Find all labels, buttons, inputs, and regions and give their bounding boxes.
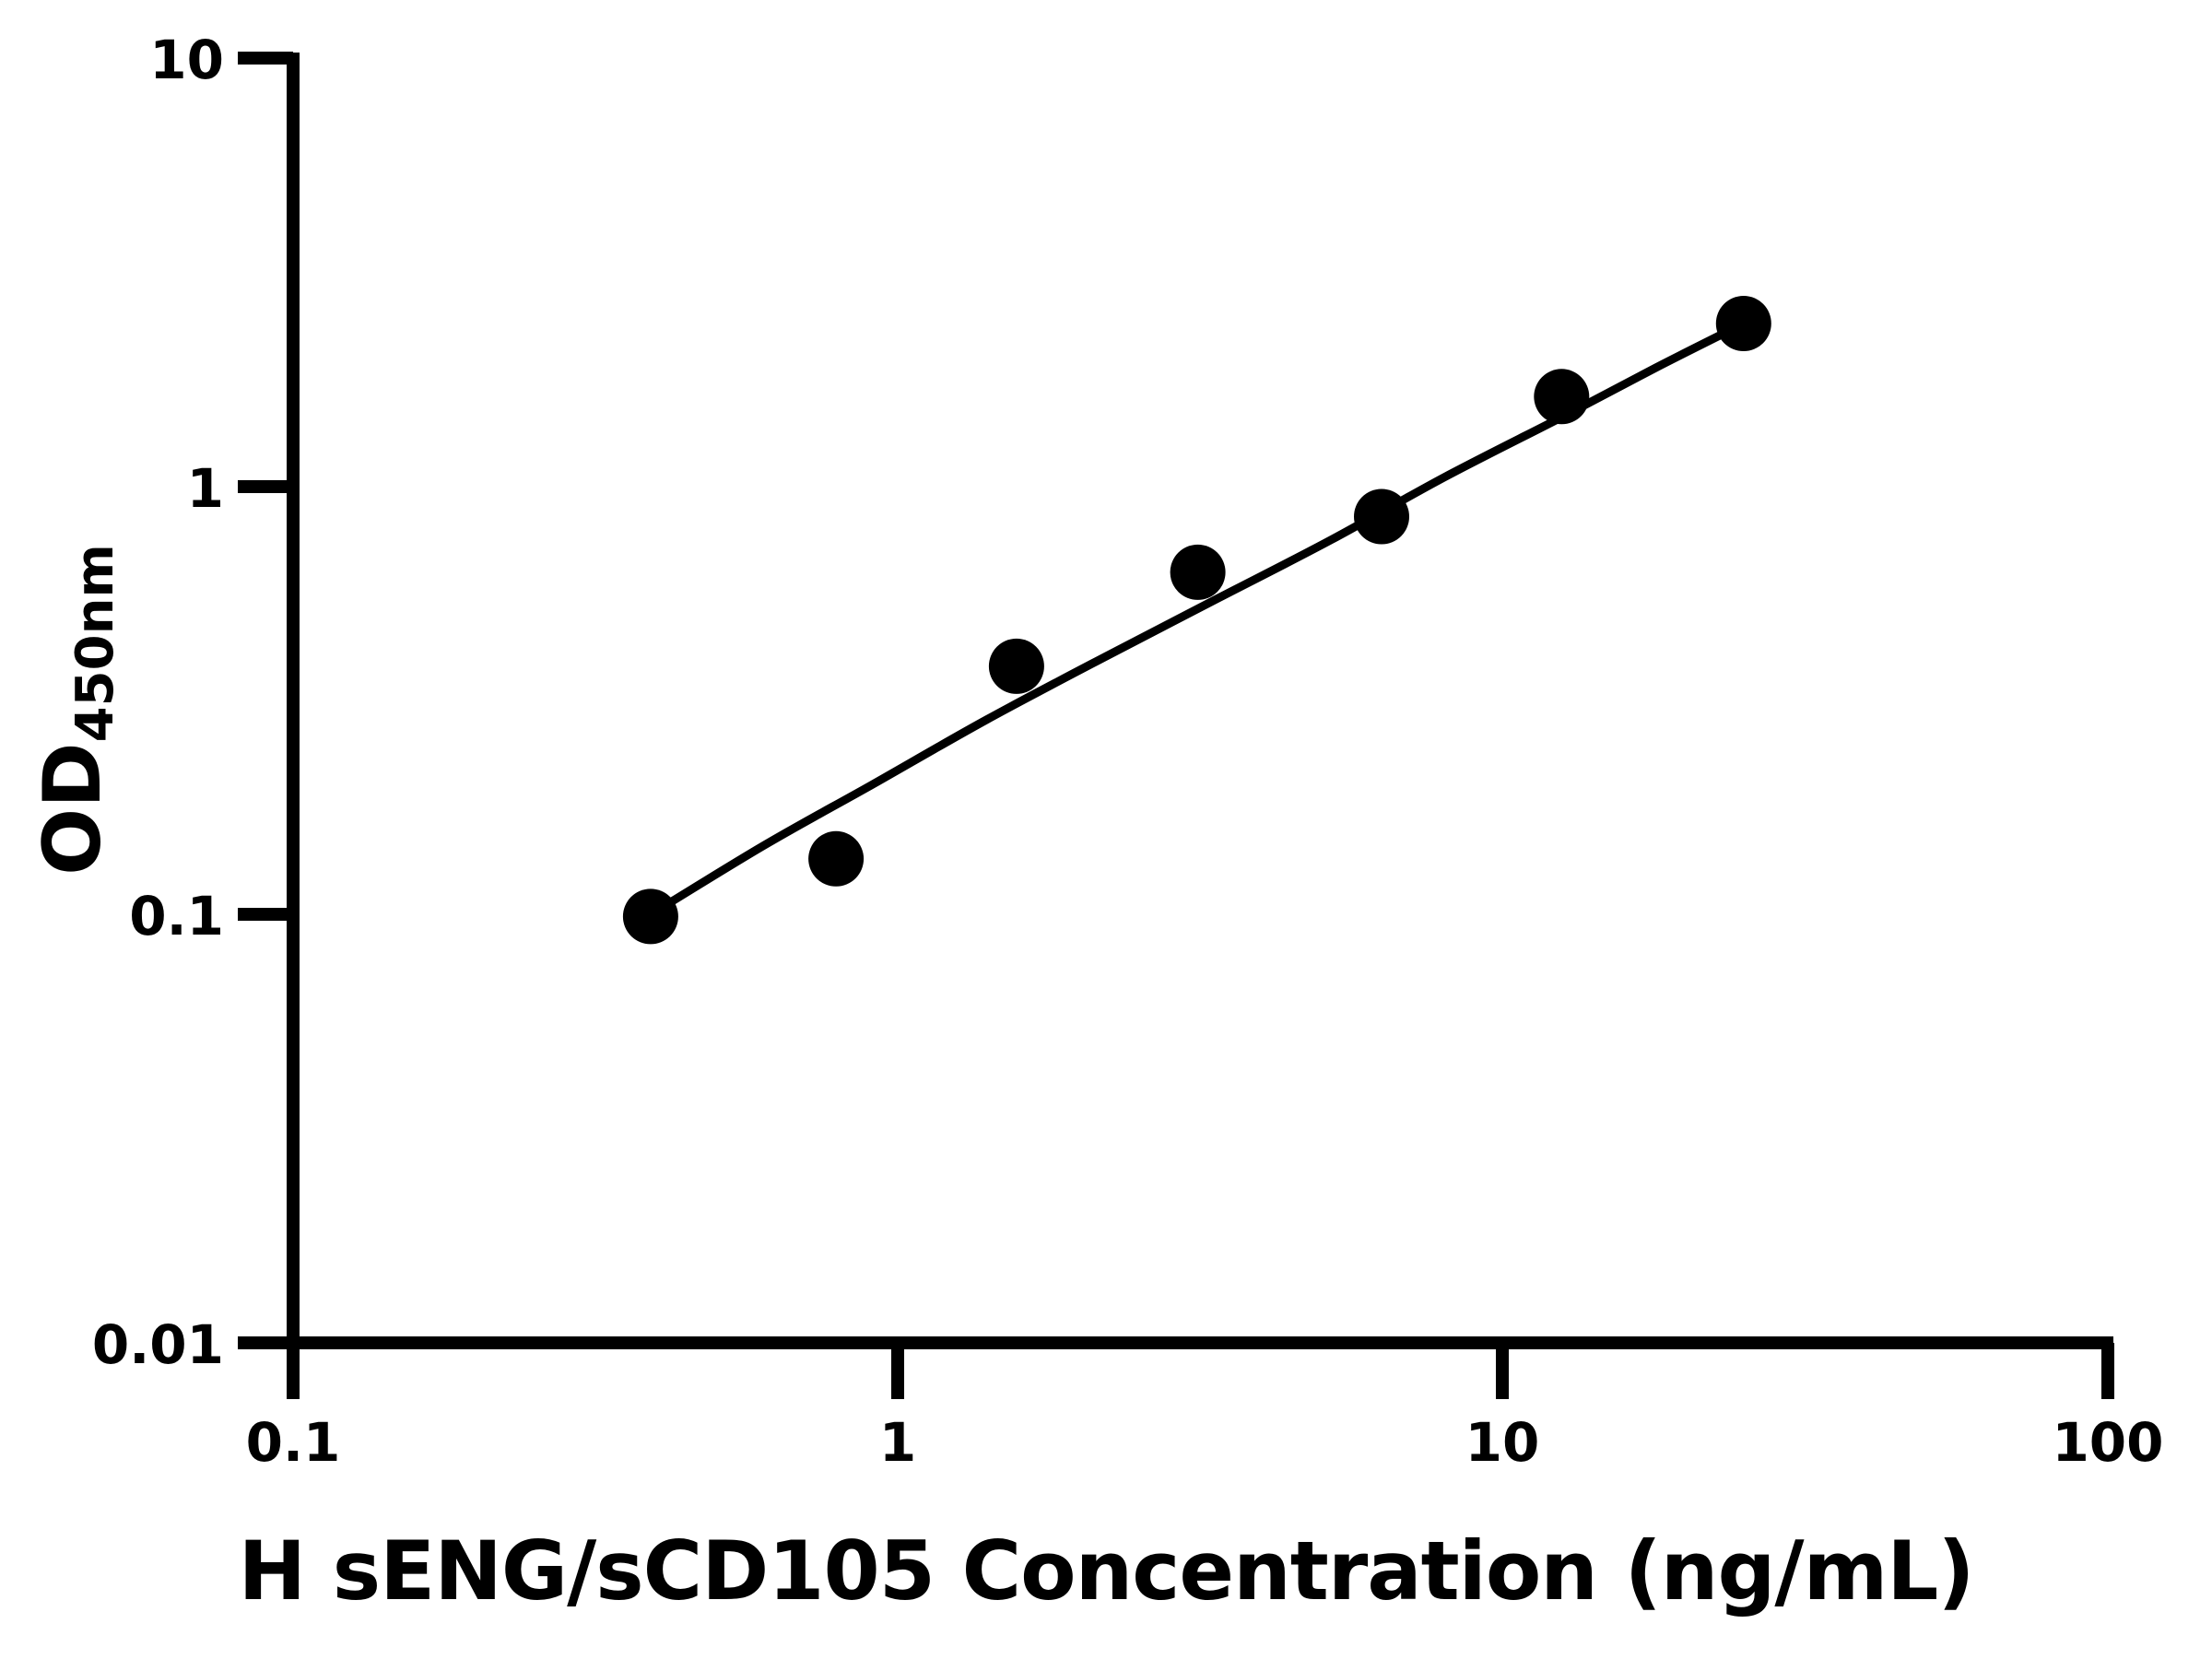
y-axis-title: OD450nm: [27, 544, 125, 876]
y-tick-label-10: 10: [149, 29, 224, 91]
data-point: [1170, 544, 1226, 600]
x-tick-label-10: 10: [1465, 1411, 1540, 1474]
y-axis-tick-labels: 10 1 0.1 0.01: [92, 29, 224, 1376]
y-tick-label-0.1: 0.1: [129, 885, 224, 947]
svg-text:OD450nm: OD450nm: [27, 544, 125, 876]
x-tick-label-1: 1: [879, 1411, 916, 1474]
data-point: [622, 888, 678, 945]
data-point: [988, 638, 1044, 694]
y-axis-ticks: [238, 52, 293, 1349]
y-tick-label-1: 1: [187, 457, 224, 520]
data-point: [1715, 296, 1771, 351]
x-axis-ticks: [287, 1343, 2114, 1399]
x-tick-label-100: 100: [2052, 1411, 2163, 1474]
axes: [287, 53, 2113, 1349]
y-tick-label-0.01: 0.01: [92, 1313, 224, 1376]
x-tick-label-0.1: 0.1: [246, 1411, 341, 1474]
x-axis-title: H sENG/sCD105 Concentration (ng/mL): [238, 1524, 1973, 1618]
data-point: [1354, 488, 1409, 545]
data-point: [1534, 369, 1590, 425]
y-axis-title-main: OD: [27, 742, 119, 876]
y-axis-title-subscript: 450nm: [65, 544, 125, 742]
data-point: [808, 830, 865, 887]
data-point-series: [622, 296, 1771, 945]
x-axis-tick-labels: 0.1 1 10 100: [246, 1411, 2164, 1474]
